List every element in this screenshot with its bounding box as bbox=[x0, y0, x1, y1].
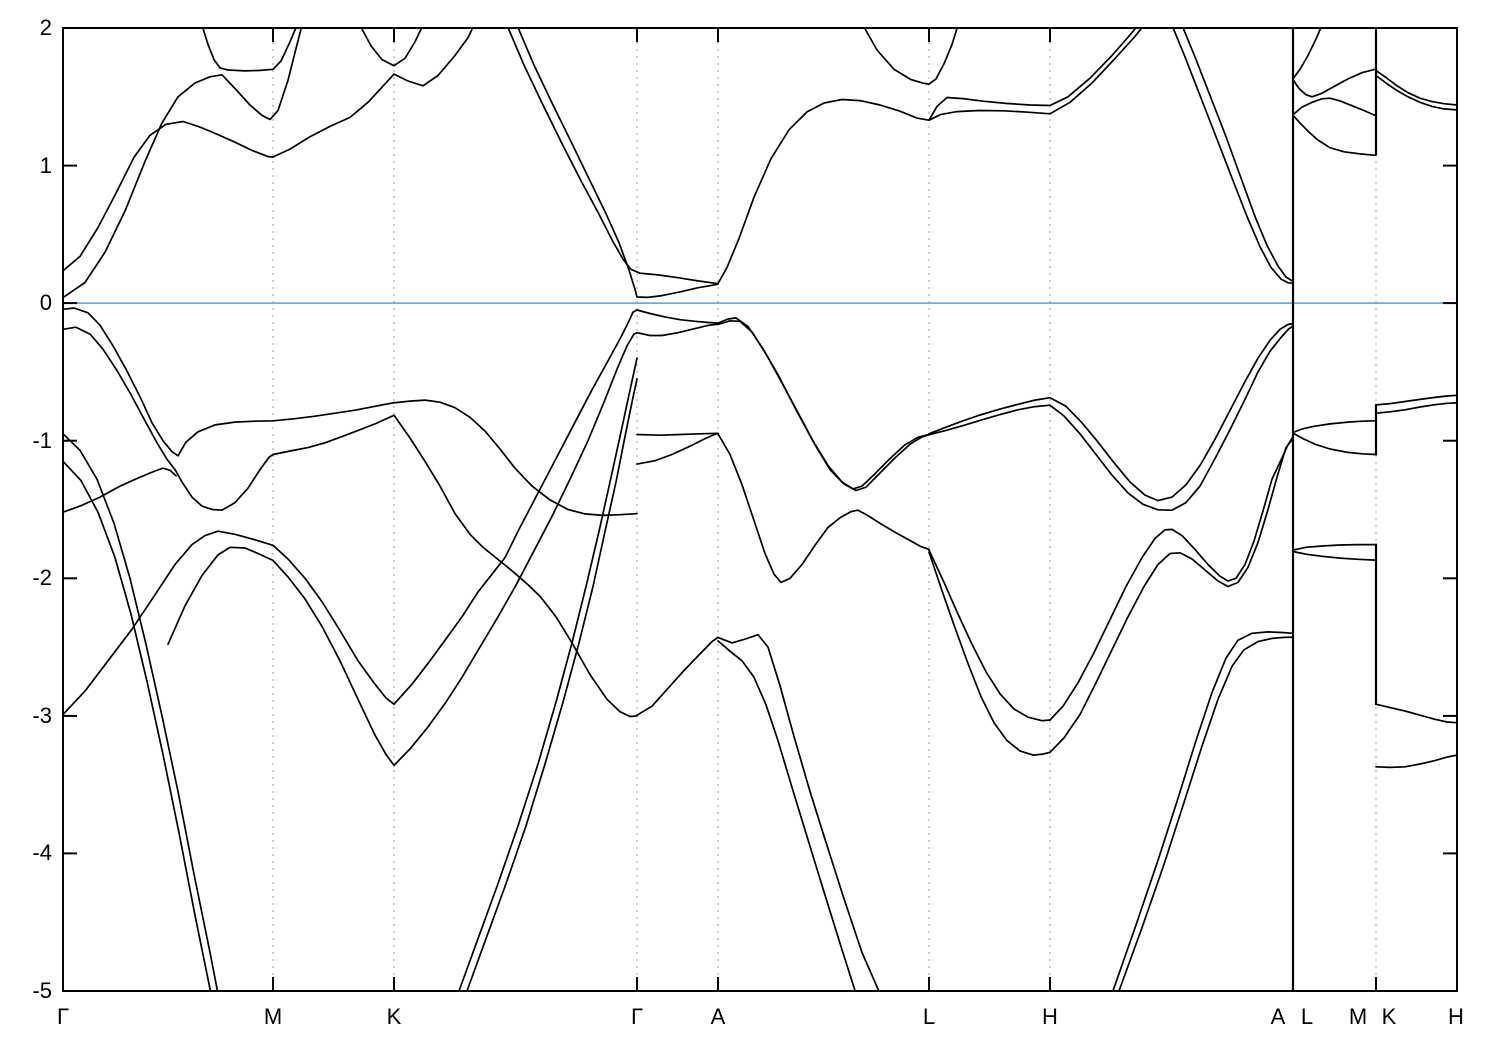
x-axis-kpoint-label: A bbox=[710, 1004, 726, 1029]
x-axis-kpoint-label: H bbox=[1042, 1004, 1058, 1029]
x-axis-kpoint-label: K bbox=[386, 1004, 402, 1029]
y-axis-tick-label: 1 bbox=[39, 152, 52, 178]
y-axis-tick-label: 2 bbox=[39, 15, 52, 40]
x-axis-kpoint-label: Γ bbox=[56, 1004, 70, 1029]
x-axis-kpoint-label: L bbox=[922, 1004, 936, 1029]
y-axis-tick-label: -5 bbox=[32, 977, 52, 1003]
x-axis-kpoint-label: A bbox=[1270, 1004, 1286, 1029]
x-axis-kpoint-label: Γ bbox=[630, 1004, 644, 1029]
x-axis-kpoint-label: H bbox=[1448, 1004, 1464, 1029]
x-axis-kpoint-label: L bbox=[1300, 1004, 1314, 1029]
y-axis-tick-label: -2 bbox=[32, 565, 52, 591]
y-axis-tick-label: -4 bbox=[32, 840, 52, 866]
x-axis-kpoint-label: K bbox=[1381, 1004, 1397, 1029]
x-axis-kpoint-label: M bbox=[263, 1004, 283, 1029]
y-axis-tick-label: -3 bbox=[32, 702, 52, 728]
y-axis-tick-label: -1 bbox=[32, 427, 52, 453]
x-axis-kpoint-label: M bbox=[1348, 1004, 1368, 1029]
y-axis-tick-label: 0 bbox=[39, 290, 52, 316]
